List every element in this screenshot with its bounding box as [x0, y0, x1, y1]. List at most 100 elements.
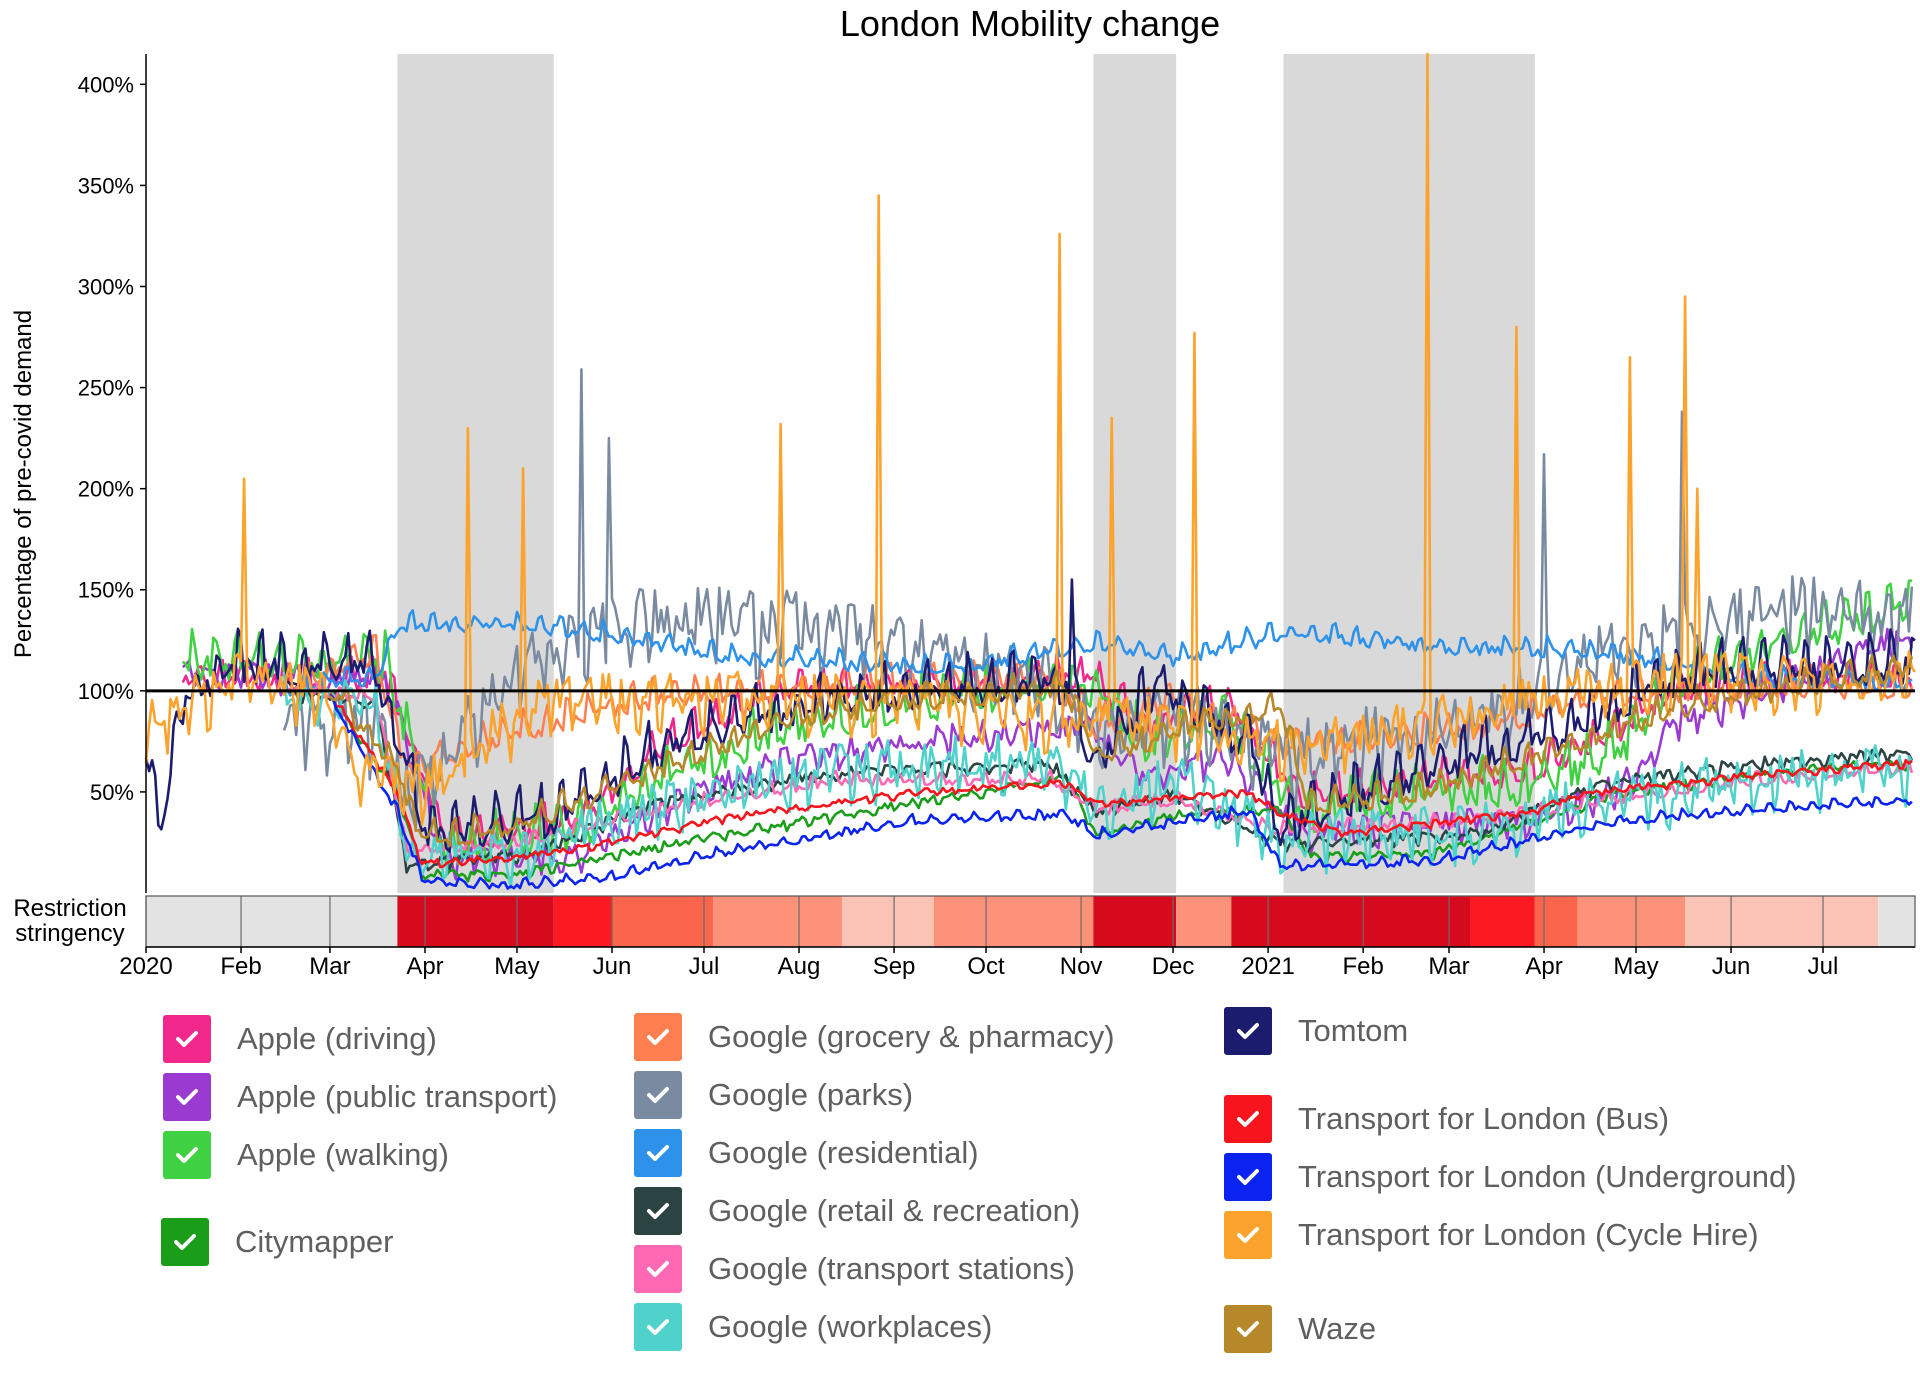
checkmark-icon — [174, 1234, 196, 1250]
legend-checkbox[interactable] — [163, 1015, 211, 1063]
x-tick-label: Apr — [1525, 953, 1562, 980]
legend-item[interactable]: Transport for London (Bus) — [1224, 1094, 1669, 1144]
legend-item[interactable]: Waze — [1224, 1304, 1376, 1354]
x-tick-label: Jul — [689, 953, 720, 980]
legend-label: Google (grocery & pharmacy) — [708, 1019, 1115, 1054]
checkmark-icon — [176, 1089, 198, 1105]
series-line — [329, 654, 1914, 848]
x-tick-label: Feb — [220, 953, 261, 980]
x-tick-label: Nov — [1060, 953, 1103, 980]
legend-checkbox[interactable] — [634, 1129, 682, 1177]
legend-item[interactable]: Google (workplaces) — [634, 1302, 992, 1352]
legend-checkbox[interactable] — [1224, 1305, 1272, 1353]
legend-item[interactable]: Apple (driving) — [163, 1014, 437, 1064]
stringency-segment — [713, 896, 842, 947]
legend-checkbox[interactable] — [634, 1071, 682, 1119]
x-axis: 2020 Feb Mar Apr May Jun Jul Aug Sep Oct Nov Dec 202… — [119, 946, 1915, 980]
legend-item[interactable]: Google (parks) — [634, 1070, 913, 1120]
stringency-segment — [397, 896, 554, 947]
stringency-segment — [1176, 896, 1232, 947]
x-tick-label: Apr — [406, 953, 443, 980]
legend-checkbox[interactable] — [1224, 1211, 1272, 1259]
legend-item[interactable]: Google (transport stations) — [634, 1244, 1075, 1294]
legend-item[interactable]: Google (retail & recreation) — [634, 1186, 1080, 1236]
legend-checkbox[interactable] — [1224, 1007, 1272, 1055]
series-line — [282, 672, 1914, 889]
legend-item[interactable]: Transport for London (Cycle Hire) — [1224, 1210, 1759, 1260]
series-line — [328, 692, 1913, 869]
legend-item[interactable]: Citymapper — [161, 1217, 394, 1267]
checkmark-icon — [176, 1147, 198, 1163]
checkmark-icon — [1237, 1227, 1259, 1243]
x-tick-label: Mar — [1428, 953, 1469, 980]
checkmark-icon — [647, 1319, 669, 1335]
stringency-label-line1: Restriction — [13, 895, 126, 922]
legend-checkbox[interactable] — [634, 1187, 682, 1235]
legend-checkbox[interactable] — [1224, 1095, 1272, 1143]
y-tick-label: 350% — [78, 173, 134, 198]
x-tick-label: Dec — [1152, 953, 1195, 980]
series-line — [328, 692, 1913, 883]
legend-label: Google (residential) — [708, 1135, 979, 1170]
series-line — [329, 694, 1913, 890]
stringency-segment — [1577, 896, 1686, 947]
x-tick-label: Mar — [309, 953, 350, 980]
legend-item[interactable]: Transport for London (Underground) — [1224, 1152, 1797, 1202]
y-axis-label: Percentage of pre-covid demand — [10, 310, 37, 658]
legend-label: Google (parks) — [708, 1077, 914, 1112]
legend-checkbox[interactable] — [163, 1073, 211, 1121]
y-tick-label: 300% — [78, 274, 134, 299]
checkmark-icon — [176, 1031, 198, 1047]
series-line — [282, 368, 1914, 829]
series-line — [144, 52, 1917, 826]
lockdown-period — [1283, 54, 1535, 893]
legend-checkbox[interactable] — [634, 1013, 682, 1061]
legend-label: Google (transport stations) — [708, 1251, 1076, 1286]
checkmark-icon — [647, 1203, 669, 1219]
checkmark-icon — [647, 1087, 669, 1103]
checkmark-icon — [1237, 1111, 1259, 1127]
series-line — [144, 578, 1916, 853]
x-tick-label: Sep — [873, 953, 916, 980]
legend-label: Waze — [1298, 1311, 1377, 1346]
checkmark-icon — [1237, 1169, 1259, 1185]
legend-label: Apple (driving) — [237, 1021, 437, 1056]
legend-checkbox[interactable] — [163, 1131, 211, 1179]
x-tick-label: 2021 — [1241, 953, 1294, 980]
legend-checkbox[interactable] — [1224, 1153, 1272, 1201]
checkmark-icon — [647, 1029, 669, 1045]
x-tick-label: May — [1613, 953, 1658, 980]
stringency-segment — [612, 896, 714, 947]
stringency-segment — [553, 896, 613, 947]
legend-checkbox[interactable] — [161, 1218, 209, 1266]
checkmark-icon — [647, 1145, 669, 1161]
x-tick-label: 2020 — [119, 953, 172, 980]
checkmark-icon — [1237, 1321, 1259, 1337]
x-tick-label: Jun — [1712, 953, 1751, 980]
legend-item[interactable]: Tomtom — [1224, 1006, 1408, 1056]
stringency-segment — [1093, 896, 1177, 947]
y-tick-label: 400% — [78, 72, 134, 97]
x-tick-label: Jul — [1808, 953, 1839, 980]
stringency-segment — [1878, 896, 1915, 947]
x-tick-label: Jun — [593, 953, 632, 980]
legend-label: Transport for London (Underground) — [1298, 1159, 1797, 1194]
stringency-segment — [933, 896, 1094, 947]
legend-item[interactable]: Apple (public transport) — [163, 1072, 558, 1122]
stringency-segment — [1231, 896, 1471, 947]
y-tick-label: 200% — [78, 477, 134, 502]
legend-checkbox[interactable] — [634, 1245, 682, 1293]
legend-item[interactable]: Google (grocery & pharmacy) — [634, 1012, 1115, 1062]
legend-item[interactable]: Google (residential) — [634, 1128, 979, 1178]
chart-title: London Mobility change — [840, 3, 1220, 44]
y-tick-label: 150% — [78, 578, 134, 603]
legend-item[interactable]: Apple (walking) — [163, 1130, 449, 1180]
y-tick-label: 100% — [78, 679, 134, 704]
y-tick-label: 50% — [90, 780, 134, 805]
legend-label: Apple (walking) — [237, 1137, 449, 1172]
legend-checkbox[interactable] — [634, 1303, 682, 1351]
x-tick-label: Aug — [778, 953, 821, 980]
y-tick-label: 250% — [78, 376, 134, 401]
stringency-segment — [1534, 896, 1578, 947]
